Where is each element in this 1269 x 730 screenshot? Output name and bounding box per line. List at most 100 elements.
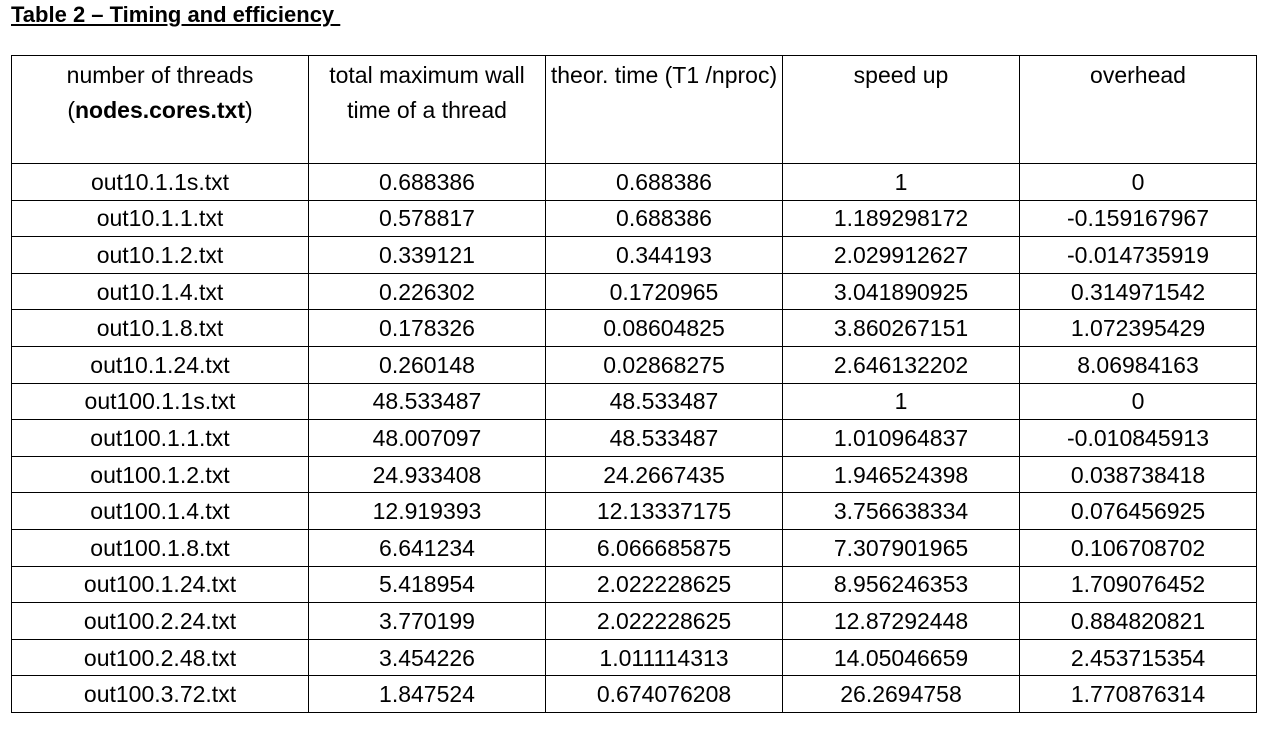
header-number-of-threads-label: number of threads bbox=[66, 62, 254, 88]
cell-theor-time: 2.022228625 bbox=[545, 602, 783, 640]
cell-wall-time: 24.933408 bbox=[308, 455, 546, 494]
cell-theor-time: 0.688386 bbox=[545, 163, 783, 201]
cell-overhead: 8.06984163 bbox=[1019, 345, 1257, 384]
cell-threads-file: out100.1.1s.txt bbox=[11, 382, 309, 421]
cell-threads-file: out100.1.4.txt bbox=[11, 492, 309, 530]
cell-speed-up: 14.05046659 bbox=[782, 638, 1020, 677]
table-row: out10.1.8.txt 0.178326 0.08604825 3.8602671… bbox=[11, 309, 1257, 347]
cell-theor-time: 6.066685875 bbox=[545, 528, 783, 567]
cell-threads-file: out100.1.1.txt bbox=[11, 419, 309, 457]
header-theoretical-time: theor. time (T1 /nproc) bbox=[545, 55, 783, 164]
cell-speed-up: 8.956246353 bbox=[782, 565, 1020, 604]
table-row: out100.1.4.txt 12.919393 12.13337175 3.7566… bbox=[11, 492, 1257, 530]
cell-wall-time: 0.260148 bbox=[308, 345, 546, 384]
cell-wall-time: 3.454226 bbox=[308, 638, 546, 677]
cell-threads-file: out100.1.2.txt bbox=[11, 455, 309, 494]
cell-wall-time: 12.919393 bbox=[308, 492, 546, 530]
cell-theor-time: 12.13337175 bbox=[545, 492, 783, 530]
cell-speed-up: 7.307901965 bbox=[782, 528, 1020, 567]
table-row: out10.1.4.txt 0.226302 0.1720965 3.04189092… bbox=[11, 272, 1257, 311]
table-row: out100.3.72.txt 1.847524 0.674076208 26.269… bbox=[11, 675, 1257, 713]
cell-overhead: 1.770876314 bbox=[1019, 675, 1257, 713]
cell-wall-time: 6.641234 bbox=[308, 528, 546, 567]
cell-wall-time: 5.418954 bbox=[308, 565, 546, 604]
cell-speed-up: 1.946524398 bbox=[782, 455, 1020, 494]
cell-speed-up: 12.87292448 bbox=[782, 602, 1020, 640]
cell-threads-file: out10.1.2.txt bbox=[11, 236, 309, 274]
cell-overhead: -0.159167967 bbox=[1019, 199, 1257, 238]
cell-wall-time: 0.178326 bbox=[308, 309, 546, 347]
cell-threads-file: out10.1.8.txt bbox=[11, 309, 309, 347]
cell-speed-up: 3.860267151 bbox=[782, 309, 1020, 347]
cell-speed-up: 2.029912627 bbox=[782, 236, 1020, 274]
cell-theor-time: 2.022228625 bbox=[545, 565, 783, 604]
header-paren-close: ) bbox=[245, 97, 253, 123]
cell-overhead: 0.106708702 bbox=[1019, 528, 1257, 567]
cell-speed-up: 1.189298172 bbox=[782, 199, 1020, 238]
header-paren-open: ( bbox=[67, 97, 75, 123]
cell-theor-time: 0.02868275 bbox=[545, 345, 783, 384]
cell-speed-up: 3.041890925 bbox=[782, 272, 1020, 311]
cell-theor-time: 1.011114313 bbox=[545, 638, 783, 677]
cell-overhead: 1.709076452 bbox=[1019, 565, 1257, 604]
table-row: out100.1.2.txt 24.933408 24.2667435 1.94652… bbox=[11, 455, 1257, 494]
header-nodes-cores-label: nodes.cores.txt bbox=[75, 97, 245, 123]
table-body: out10.1.1s.txt 0.688386 0.688386 1 0 out10.1.… bbox=[11, 163, 1257, 713]
table-row: out10.1.1s.txt 0.688386 0.688386 1 0 bbox=[11, 163, 1257, 201]
cell-overhead: 0.314971542 bbox=[1019, 272, 1257, 311]
cell-overhead: 0.884820821 bbox=[1019, 602, 1257, 640]
cell-theor-time: 0.674076208 bbox=[545, 675, 783, 713]
cell-speed-up: 1 bbox=[782, 163, 1020, 201]
cell-threads-file: out100.1.8.txt bbox=[11, 528, 309, 567]
cell-speed-up: 2.646132202 bbox=[782, 345, 1020, 384]
cell-theor-time: 0.688386 bbox=[545, 199, 783, 238]
header-number-of-threads: number of threads (nodes.cores.txt) bbox=[11, 55, 309, 164]
cell-overhead: -0.014735919 bbox=[1019, 236, 1257, 274]
table-row: out10.1.2.txt 0.339121 0.344193 2.029912627… bbox=[11, 236, 1257, 274]
table-row: out100.1.1s.txt 48.533487 48.533487 1 0 bbox=[11, 382, 1257, 421]
cell-threads-file: out10.1.4.txt bbox=[11, 272, 309, 311]
cell-theor-time: 0.1720965 bbox=[545, 272, 783, 311]
cell-wall-time: 1.847524 bbox=[308, 675, 546, 713]
header-overhead: overhead bbox=[1019, 55, 1257, 164]
table-row: out100.1.1.txt 48.007097 48.533487 1.010964… bbox=[11, 419, 1257, 457]
cell-threads-file: out10.1.1.txt bbox=[11, 199, 309, 238]
cell-overhead: 0 bbox=[1019, 382, 1257, 421]
cell-overhead: 0 bbox=[1019, 163, 1257, 201]
cell-threads-file: out10.1.24.txt bbox=[11, 345, 309, 384]
cell-speed-up: 3.756638334 bbox=[782, 492, 1020, 530]
table-row: out100.2.48.txt 3.454226 1.011114313 14.050… bbox=[11, 638, 1257, 677]
timing-efficiency-table: number of threads (nodes.cores.txt) tota… bbox=[11, 55, 1257, 713]
cell-wall-time: 0.226302 bbox=[308, 272, 546, 311]
table-row: out100.2.24.txt 3.770199 2.022228625 12.872… bbox=[11, 602, 1257, 640]
table-row: out10.1.1.txt 0.578817 0.688386 1.189298172… bbox=[11, 199, 1257, 238]
cell-overhead: 0.038738418 bbox=[1019, 455, 1257, 494]
cell-speed-up: 1 bbox=[782, 382, 1020, 421]
cell-wall-time: 0.339121 bbox=[308, 236, 546, 274]
cell-theor-time: 48.533487 bbox=[545, 382, 783, 421]
header-total-max-wall-time: total maximum wall time of a thread bbox=[308, 55, 546, 164]
cell-wall-time: 48.533487 bbox=[308, 382, 546, 421]
cell-wall-time: 3.770199 bbox=[308, 602, 546, 640]
cell-overhead: -0.010845913 bbox=[1019, 419, 1257, 457]
cell-speed-up: 26.2694758 bbox=[782, 675, 1020, 713]
table-row: out100.1.24.txt 5.418954 2.022228625 8.9562… bbox=[11, 565, 1257, 604]
cell-threads-file: out10.1.1s.txt bbox=[11, 163, 309, 201]
cell-wall-time: 0.578817 bbox=[308, 199, 546, 238]
table-row: out10.1.24.txt 0.260148 0.02868275 2.646132… bbox=[11, 345, 1257, 384]
cell-theor-time: 0.344193 bbox=[545, 236, 783, 274]
cell-theor-time: 24.2667435 bbox=[545, 455, 783, 494]
cell-theor-time: 48.533487 bbox=[545, 419, 783, 457]
table-header-row: number of threads (nodes.cores.txt) tota… bbox=[11, 55, 1257, 164]
cell-threads-file: out100.3.72.txt bbox=[11, 675, 309, 713]
cell-threads-file: out100.1.24.txt bbox=[11, 565, 309, 604]
cell-theor-time: 0.08604825 bbox=[545, 309, 783, 347]
cell-wall-time: 0.688386 bbox=[308, 163, 546, 201]
cell-threads-file: out100.2.24.txt bbox=[11, 602, 309, 640]
header-speed-up: speed up bbox=[782, 55, 1020, 164]
table-title: Table 2 – Timing and efficiency bbox=[11, 2, 341, 27]
cell-speed-up: 1.010964837 bbox=[782, 419, 1020, 457]
cell-wall-time: 48.007097 bbox=[308, 419, 546, 457]
cell-overhead: 2.453715354 bbox=[1019, 638, 1257, 677]
cell-overhead: 1.072395429 bbox=[1019, 309, 1257, 347]
